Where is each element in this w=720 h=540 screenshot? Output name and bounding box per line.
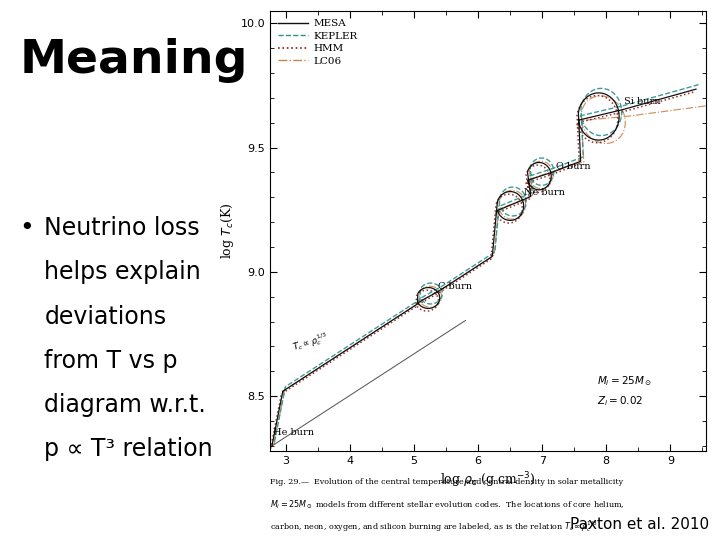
Text: C burn: C burn [438,282,472,291]
Text: Neutrino loss: Neutrino loss [45,216,200,240]
Text: O burn: O burn [557,161,591,171]
Text: He burn: He burn [273,428,314,437]
Text: $T_c \propto \rho_c^{1/3}$: $T_c \propto \rho_c^{1/3}$ [291,329,330,355]
Y-axis label: log $T_c$(K): log $T_c$(K) [220,202,236,259]
X-axis label: log $\rho_c$ (g cm$^{-3}$): log $\rho_c$ (g cm$^{-3}$) [440,470,536,490]
Text: carbon, neon, oxygen, and silicon burning are labeled, as is the relation $T_c \: carbon, neon, oxygen, and silicon burnin… [270,519,598,534]
Text: $M_i = 25M_\odot$ models from different stellar evolution codes.  The locations : $M_i = 25M_\odot$ models from different … [270,498,624,511]
Text: Fig. 29.—  Evolution of the central temperature and central density in solar met: Fig. 29.— Evolution of the central tempe… [270,478,623,486]
Text: $M_i = 25M_\odot$
$Z_i = 0.02$: $M_i = 25M_\odot$ $Z_i = 0.02$ [597,374,652,408]
Text: Ne burn: Ne burn [524,188,565,197]
Text: diagram w.r.t.: diagram w.r.t. [45,393,206,417]
Text: •: • [19,216,34,240]
Text: Paxton et al. 2010: Paxton et al. 2010 [570,517,709,532]
Text: helps explain: helps explain [45,260,201,284]
Text: Meaning: Meaning [19,38,248,83]
Text: p ∝ T³ relation: p ∝ T³ relation [45,437,213,461]
Text: deviations: deviations [45,305,166,328]
Legend: MESA, KEPLER, HMM, LC06: MESA, KEPLER, HMM, LC06 [275,16,361,69]
Text: Si burn: Si burn [624,97,661,106]
Text: from T vs p: from T vs p [45,349,178,373]
